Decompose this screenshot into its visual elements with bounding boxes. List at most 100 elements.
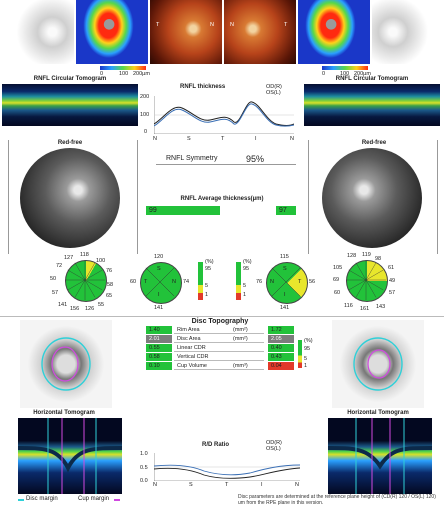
percentile-scale-label: 1 [243,292,247,298]
rim-area-od: 1.40 [146,326,172,334]
percentile-scale-label: 95 [243,266,250,272]
rnfl-average-od: 99 [146,206,220,215]
rd-x-tick-s: S [189,482,193,488]
quadrant-pie-right-dividers [271,267,301,297]
vertical-cdr-os: 0.43 [268,353,294,361]
percentile-scale-left [198,262,203,300]
clock-left-value: 55 [98,302,105,308]
quadrant-right-n: N [270,279,274,285]
clock-hour-pie-left [65,260,107,302]
linear-cdr-label: Linear CDR [174,344,264,352]
quadrant-right-i: I [284,292,286,298]
scale-min-label: 0 [100,71,104,77]
legend-os: OS(L) [266,90,281,96]
cup-volume-label: Cup Volume [174,362,264,370]
cup-margin-swatch [114,499,120,501]
rd-ratio-panel: R/D Ratio OD(R) OS(L) 1.0 0.5 0.0 N S T … [140,440,304,490]
cup-volume-od: 0.10 [146,362,172,370]
x-tick-t: T [221,136,225,142]
percentile-scale-label: (%) [243,259,252,265]
quadrant-left-t: T [144,279,148,285]
scale-max-label: 200µm [133,71,150,77]
fundus-label-n: N [210,22,214,28]
rnfl-average-title: RNFL Average thickness(µm) [180,196,264,202]
disc-image-left [20,320,112,408]
rd-y-tick: 0.0 [140,478,148,484]
clock-right-value: 49 [389,278,396,284]
quadrant-right-top-value: 115 [280,254,289,260]
disc-scale-label: 1 [304,363,308,369]
scale-mid-label: 100 [340,71,350,77]
rnfl-symmetry-row: RNFL Symmetry 95% [156,154,296,165]
red-free-image-left [20,148,120,248]
clock-right-value: 143 [376,304,386,310]
quadrant-pie-right [266,262,308,304]
cup-margin-outline [51,346,79,382]
clock-hour-pie-right [346,260,388,302]
clock-right-value: 116 [344,303,353,309]
rd-ratio-title: R/D Ratio [202,442,229,448]
disc-scale-bar [298,340,302,368]
clock-right-value: 57 [389,290,396,296]
quadrant-pie-left-dividers [145,267,175,297]
x-tick-s: S [187,136,191,142]
quadrant-left-left-value: 60 [130,279,137,285]
quadrant-right-s: S [283,266,287,272]
cup-margin-label: Cup margin [78,496,110,502]
percentile-scale-label: 1 [205,292,209,298]
right-heatmap-scale [322,66,368,70]
scale-mid-label: 100 [119,71,129,77]
left-angio-image [2,0,74,64]
rd-ratio-plot [154,453,300,481]
disc-area-label: Disc Area [174,335,264,343]
y-tick-100: 100 [140,112,150,118]
rnfl-thickness-title: RNFL thickness [180,84,226,90]
clock-left-value: 127 [64,255,74,261]
disc-margin-swatch [18,499,24,501]
red-free-title-left: Red-free [57,140,83,146]
red-free-title-right: Red-free [361,140,387,146]
right-fundus-photo: N T [224,0,296,64]
rd-legend-os: OS(L) [266,446,281,452]
left-fundus-photo: T N [150,0,222,64]
quadrant-right-bottom-value: 141 [280,305,290,311]
clock-left-value: 126 [85,306,95,312]
clock-right-value: 98 [375,256,382,262]
disc-topography-table: 1.40 Rim Area (mm²) 1.72 2.01 Disc Area … [146,326,296,370]
vertical-cdr-od: 0.58 [146,353,172,361]
x-tick-n: N [290,136,294,142]
disc-scale-label: 95 [304,346,311,352]
rd-y-tick: 0.5 [140,465,148,471]
left-heatmap-scale [100,66,146,70]
clock-pie-left-dividers [65,260,105,300]
rd-x-tick-t: T [225,482,229,488]
rnfl-thickness-plot [154,96,294,134]
rnfl-thickness-panel: RNFL thickness OD(R) OS(L) 200 100 0 N S… [140,82,302,152]
clock-left-value: 65 [106,293,113,299]
rnfl-tomogram-title-right: RNFL Circular Tomogram [335,76,409,82]
clock-left-value: 100 [96,258,106,264]
disc-area-od: 2.01 [146,335,172,343]
clock-left-value: 72 [56,263,63,269]
scale-min-label: 0 [322,71,326,77]
percentile-scale-label: 95 [205,266,212,272]
clock-right-value: 161 [360,306,370,312]
rnfl-average-os: 97 [276,206,296,215]
quadrant-left-i: I [158,292,160,298]
scale-max-label: 200µm [354,71,371,77]
quadrant-right-left-value: 76 [256,279,263,285]
disc-topography-title: Disc Topography [191,318,249,325]
disc-area-unit: (mm²) [233,336,248,342]
clock-left-value: 141 [58,302,68,308]
rim-area-os: 1.72 [268,326,294,334]
fundus-label-t: T [284,22,288,28]
clock-right-value: 61 [388,265,395,271]
clock-left-value: 76 [106,268,113,274]
disc-area-os: 2.05 [268,335,294,343]
quadrant-left-s: S [157,266,161,272]
horizontal-tomogram-title-left: Horizontal Tomogram [33,410,95,416]
percentile-scale-label: 5 [243,283,247,289]
red-free-frame-left [8,140,138,254]
y-tick-200: 200 [140,94,150,100]
cup-volume-os: 0.04 [268,362,294,370]
